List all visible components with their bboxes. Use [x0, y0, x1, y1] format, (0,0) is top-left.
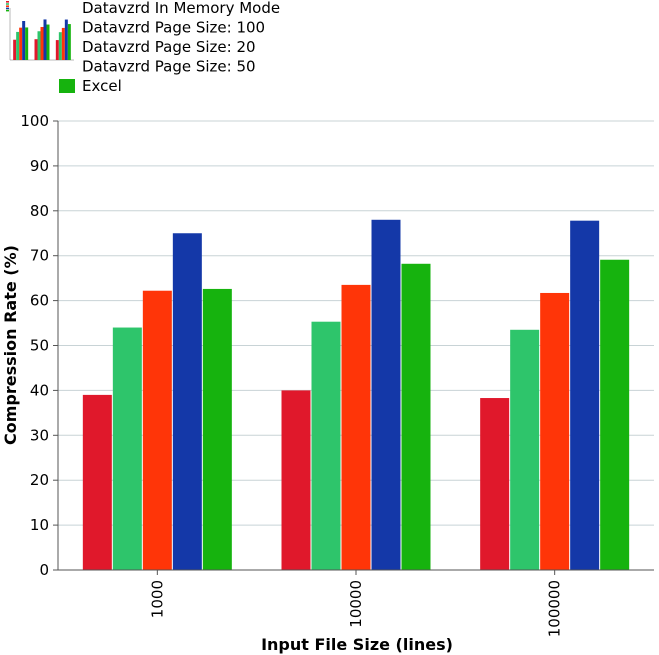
y-tick-label: 90 [30, 157, 49, 175]
thumbnail-bar [58, 32, 62, 60]
thumbnail-bar [22, 21, 26, 60]
bar [341, 284, 371, 570]
thumbnail-bar [34, 39, 38, 60]
bar [172, 233, 202, 570]
thumbnail-bar [61, 27, 65, 60]
legend-item-label: Datavzrd Page Size: 20 [82, 38, 256, 56]
bar [311, 321, 341, 570]
legend-item-label: Datavzrd Page Size: 100 [82, 19, 265, 37]
bar [480, 398, 510, 570]
axes [53, 120, 654, 575]
thumbnail-bar [37, 31, 41, 60]
legend-swatch [59, 79, 75, 93]
thumbnail-bar [67, 24, 71, 60]
y-tick-label: 50 [30, 337, 49, 355]
bar [281, 390, 311, 570]
thumbnail-bar [40, 26, 44, 60]
bar [401, 263, 431, 570]
x-tick-label: 10000 [347, 580, 365, 628]
thumbnail-bar [25, 27, 29, 61]
thumbnail-legend-swatch [6, 9, 9, 12]
thumbnail-legend-swatch [6, 5, 9, 7]
chart-thumbnail [4, 0, 76, 68]
y-tick-labels: 0 10 20 30 40 50 60 70 80 90 100 [20, 112, 49, 579]
thumbnail-bar [46, 24, 50, 60]
y-tick-label: 80 [30, 202, 49, 220]
bar [570, 220, 600, 571]
thumbnail-bar [55, 40, 59, 60]
bar [112, 327, 142, 570]
y-axis-title: Compression Rate (%) [1, 245, 20, 445]
y-tick-label: 30 [30, 426, 49, 444]
x-axis-title: Input File Size (lines) [261, 635, 453, 654]
bars [82, 219, 630, 571]
thumbnail-legend-swatch [6, 7, 9, 10]
legend-item-label: Datavzrd Page Size: 50 [82, 58, 256, 76]
y-tick-label: 0 [39, 561, 49, 579]
thumbnail-bar [64, 19, 68, 61]
bar [540, 292, 570, 570]
thumbnail-bar [19, 27, 23, 61]
legend-item-label: Datavzrd In Memory Mode [82, 0, 280, 17]
thumbnail-bar [13, 39, 17, 60]
bar [82, 394, 112, 570]
thumbnail-legend-swatch [6, 1, 9, 3]
y-tick-label: 10 [30, 516, 49, 534]
bar [371, 219, 401, 570]
bar [600, 259, 630, 570]
thumbnail-bar [43, 19, 47, 60]
y-tick-label: 40 [30, 381, 49, 399]
legend-item-label: Excel [82, 77, 122, 95]
thumbnail-bar [16, 31, 20, 60]
x-tick-label: 1000 [148, 580, 166, 618]
y-tick-label: 60 [30, 292, 49, 310]
x-tick-label: 100000 [546, 580, 564, 637]
bar [202, 288, 232, 570]
y-tick-label: 100 [20, 112, 49, 130]
bar [142, 290, 172, 570]
thumbnail-legend-swatch [6, 3, 9, 5]
y-tick-label: 70 [30, 247, 49, 265]
y-tick-label: 20 [30, 471, 49, 489]
x-tick-labels: 1000 10000 100000 [148, 580, 563, 637]
legend: Datavzrd In Memory Mode Datavzrd Page Siz… [59, 0, 280, 95]
bar [510, 329, 540, 570]
